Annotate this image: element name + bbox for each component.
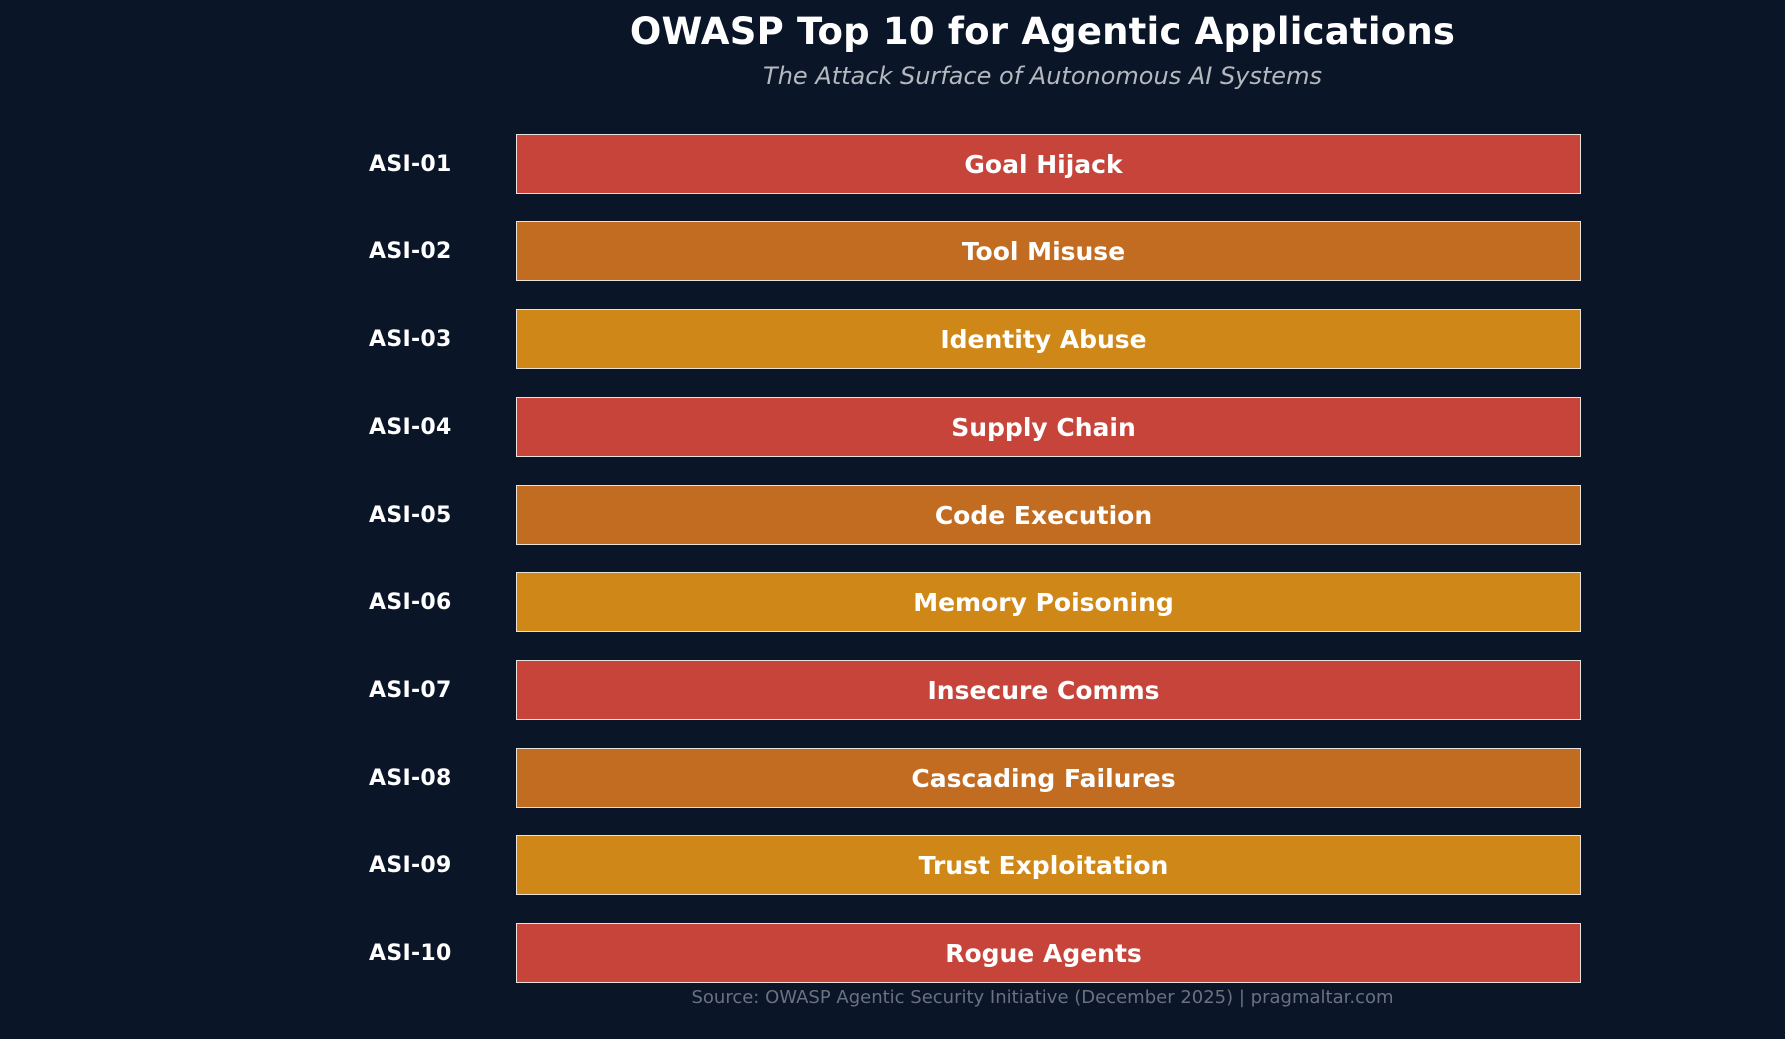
risk-code: ASI-09 <box>369 853 452 878</box>
risk-bar <box>516 309 1581 369</box>
risk-code: ASI-05 <box>369 503 452 528</box>
risk-row-asi-10: ASI-10 Rogue Agents <box>0 923 1785 985</box>
source-note: Source: OWASP Agentic Security Initiativ… <box>691 987 1394 1008</box>
risk-row-asi-03: ASI-03 Identity Abuse <box>0 309 1785 371</box>
risk-code: ASI-02 <box>369 239 452 264</box>
risk-row-asi-02: ASI-02 Tool Misuse <box>0 221 1785 283</box>
page-title: OWASP Top 10 for Agentic Applications <box>629 10 1456 53</box>
risk-bar <box>516 660 1581 720</box>
risk-code: ASI-06 <box>369 590 452 615</box>
risk-row-asi-01: ASI-01 Goal Hijack <box>0 134 1785 196</box>
risk-row-asi-08: ASI-08 Cascading Failures <box>0 748 1785 810</box>
risk-bar <box>516 134 1581 194</box>
risk-name: Identity Abuse <box>940 325 1147 354</box>
risk-bar <box>516 221 1581 281</box>
page-subtitle: The Attack Surface of Autonomous AI Syst… <box>763 62 1322 90</box>
risk-row-asi-09: ASI-09 Trust Exploitation <box>0 835 1785 897</box>
risk-row-asi-07: ASI-07 Insecure Comms <box>0 660 1785 722</box>
risk-code: ASI-10 <box>369 941 452 966</box>
risk-name: Rogue Agents <box>945 939 1142 968</box>
risk-bar <box>516 835 1581 895</box>
risk-row-asi-06: ASI-06 Memory Poisoning <box>0 572 1785 634</box>
risk-code: ASI-03 <box>369 327 452 352</box>
risk-bar <box>516 572 1581 632</box>
risk-name: Memory Poisoning <box>913 588 1174 617</box>
risk-code: ASI-07 <box>369 678 452 703</box>
risk-code: ASI-08 <box>369 766 452 791</box>
risk-name: Tool Misuse <box>961 237 1126 266</box>
risk-code: ASI-01 <box>369 152 452 177</box>
risk-name: Trust Exploitation <box>918 851 1169 880</box>
risk-row-asi-04: ASI-04 Supply Chain <box>0 397 1785 459</box>
risk-bar <box>516 923 1581 983</box>
risk-name: Supply Chain <box>951 413 1136 442</box>
risk-row-asi-05: ASI-05 Code Execution <box>0 485 1785 547</box>
risk-code: ASI-04 <box>369 415 452 440</box>
risk-name: Code Execution <box>934 501 1153 530</box>
risk-bar <box>516 485 1581 545</box>
risk-name: Insecure Comms <box>927 676 1160 705</box>
risk-bar <box>516 748 1581 808</box>
risk-name: Goal Hijack <box>964 150 1123 179</box>
risk-name: Cascading Failures <box>911 764 1176 793</box>
risk-bar <box>516 397 1581 457</box>
